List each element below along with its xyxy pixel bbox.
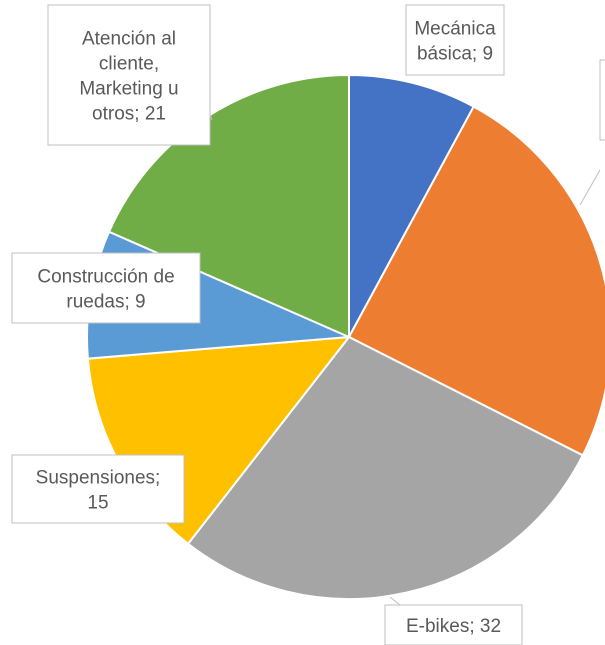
data-label-box xyxy=(11,454,185,524)
data-label-line: Atención al xyxy=(82,29,176,50)
data-label-line: otros; 21 xyxy=(92,104,166,125)
data-label: Mecánica básica; 9 xyxy=(414,19,496,65)
data-label-line: 15 xyxy=(87,493,108,514)
data-label-line: E-bikes; 32 xyxy=(406,616,501,637)
data-label: Atención al cliente, Marketing u otros; 21 xyxy=(79,29,178,125)
data-label-box xyxy=(599,59,605,141)
data-label: Construcción de ruedas; 9 xyxy=(37,267,174,313)
pie-slice xyxy=(347,105,605,457)
data-label-box xyxy=(47,4,211,146)
data-label-line: básica; 9 xyxy=(417,44,493,65)
data-label: E-bikes; 32 xyxy=(406,616,501,637)
data-label: Suspensiones; 15 xyxy=(36,468,161,514)
data-label-box xyxy=(384,604,523,645)
leader-line xyxy=(389,596,401,606)
data-label-box xyxy=(405,4,505,76)
pie-slice xyxy=(348,73,476,338)
data-label-box xyxy=(11,252,201,324)
data-label-line: Marketing u xyxy=(79,79,178,100)
data-label-line: cliente, xyxy=(99,54,159,75)
data-label-line: Mecánica xyxy=(414,19,496,40)
pie-slice xyxy=(186,335,585,600)
leader-line xyxy=(579,169,601,206)
data-label-line: ruedas; 9 xyxy=(66,292,145,313)
data-label-line: Suspensiones; xyxy=(36,468,161,489)
data-label-line: Construcción de xyxy=(37,267,174,288)
